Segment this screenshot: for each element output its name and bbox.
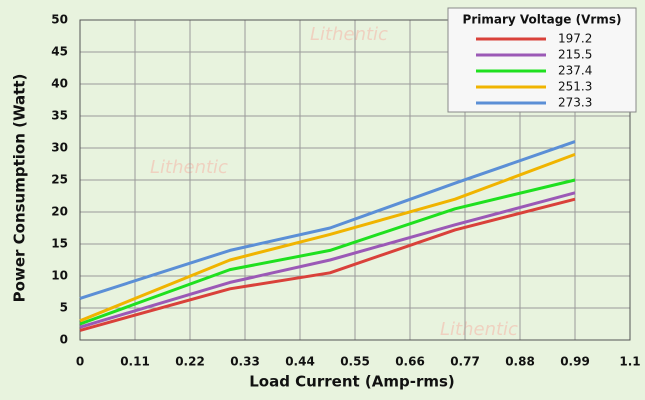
x-tick-label: 0.22 — [175, 355, 205, 369]
x-tick-label: 0.88 — [505, 355, 535, 369]
legend-box — [447, 7, 637, 113]
y-tick-label: 30 — [51, 141, 68, 155]
watermark: Lithentic — [440, 319, 518, 340]
x-tick-label: 0.66 — [395, 355, 425, 369]
x-tick-label: 0.99 — [560, 355, 590, 369]
y-tick-label: 20 — [51, 205, 68, 219]
x-tick-label: 0 — [76, 355, 84, 369]
legend-label: 273.3 — [558, 96, 592, 110]
watermark: Lithentic — [310, 24, 388, 45]
x-tick-label: 0.33 — [230, 355, 260, 369]
y-tick-label: 45 — [51, 45, 68, 59]
y-tick-label: 25 — [51, 173, 68, 187]
legend-title: Primary Voltage (Vrms) — [463, 13, 622, 27]
legend-label: 251.3 — [558, 80, 592, 94]
y-tick-label: 35 — [51, 109, 68, 123]
series-line — [79, 197, 576, 332]
series-line — [79, 152, 576, 323]
y-tick-label: 5 — [60, 301, 68, 315]
legend-label: 215.5 — [558, 48, 592, 62]
x-tick-label: 0.55 — [340, 355, 370, 369]
series-line — [79, 140, 576, 300]
series-line — [79, 191, 576, 329]
x-axis-label: Load Current (Amp-rms) — [249, 373, 455, 391]
y-tick-label: 15 — [51, 237, 68, 251]
y-tick-label: 40 — [51, 77, 68, 91]
watermark: Lithentic — [150, 157, 228, 178]
legend-label: 237.4 — [558, 64, 592, 78]
x-tick-label: 0.11 — [120, 355, 150, 369]
y-tick-label: 50 — [51, 13, 68, 27]
x-tick-label: 1.1 — [619, 355, 640, 369]
series-line — [79, 178, 576, 326]
plot-frame — [79, 19, 631, 341]
legend-label: 197.2 — [558, 32, 592, 46]
y-tick-label: 0 — [60, 333, 68, 347]
y-tick-label: 10 — [51, 269, 68, 283]
x-tick-label: 0.77 — [450, 355, 480, 369]
x-tick-label: 0.44 — [285, 355, 315, 369]
y-axis-label: Power Consumption (Watt) — [11, 74, 29, 303]
